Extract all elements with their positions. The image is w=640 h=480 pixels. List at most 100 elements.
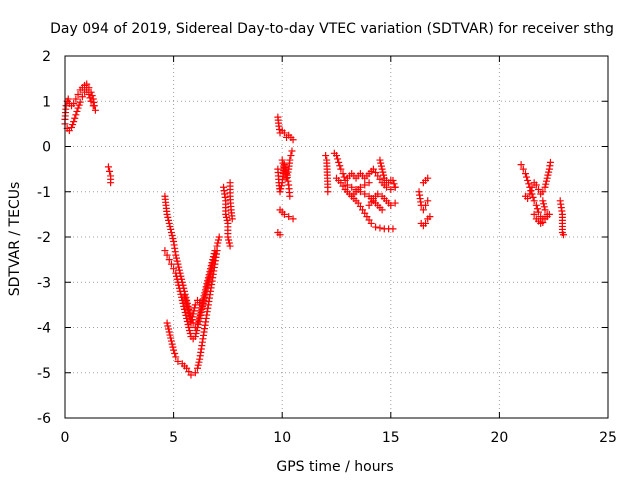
data-point-plus-marker (170, 346, 178, 354)
data-point-plus-marker (68, 123, 76, 131)
data-point-plus-marker (194, 361, 202, 369)
data-point-plus-marker (168, 340, 176, 348)
data-point-plus-marker (348, 183, 356, 191)
data-point-plus-marker (75, 101, 83, 109)
data-point-plus-marker (197, 308, 205, 316)
data-point-plus-marker (517, 161, 525, 169)
y-tick-label: 1 (42, 94, 51, 110)
data-point-plus-marker (280, 129, 288, 137)
data-point-plus-marker (378, 165, 386, 173)
data-point-plus-marker (214, 236, 222, 244)
data-point-plus-marker (169, 235, 177, 243)
data-point-plus-marker (175, 266, 183, 274)
x-tick-label: 5 (169, 430, 178, 446)
data-point-plus-marker (361, 190, 369, 198)
x-tick-label: 0 (61, 430, 70, 446)
data-point-plus-marker (165, 219, 173, 227)
data-point-plus-marker (225, 239, 233, 247)
data-point-plus-marker (374, 190, 382, 198)
data-point-plus-marker (107, 179, 115, 187)
data-point-plus-marker (532, 201, 540, 209)
data-point-plus-marker (333, 152, 340, 160)
data-point-plus-marker (289, 215, 297, 223)
data-point-plus-marker (172, 269, 180, 277)
data-point-plus-marker (91, 106, 99, 114)
data-point-plus-marker (173, 275, 181, 283)
data-point-plus-marker (337, 165, 345, 173)
data-point-plus-marker (214, 239, 222, 247)
data-point-plus-marker (70, 118, 78, 126)
data-point-plus-marker (193, 324, 201, 331)
data-point-plus-marker (199, 299, 207, 307)
data-point-plus-marker (181, 295, 189, 303)
y-tick-label: -5 (37, 366, 51, 382)
data-point-plus-marker (521, 170, 529, 178)
data-point-plus-marker (104, 163, 112, 171)
data-point-plus-marker (224, 233, 232, 241)
data-point-plus-marker (276, 188, 284, 196)
data-point-plus-marker (527, 187, 535, 195)
data-point-plus-marker (215, 233, 223, 241)
data-point-plus-marker (182, 298, 190, 306)
data-point-plus-marker (543, 210, 551, 218)
data-point-plus-marker (165, 256, 173, 264)
data-point-plus-marker (540, 203, 548, 211)
data-point-plus-marker (87, 97, 95, 105)
data-point-plus-marker (340, 173, 348, 181)
data-point-plus-marker (288, 147, 296, 155)
y-tick-label: -1 (37, 185, 51, 201)
data-point-plus-marker (192, 330, 200, 338)
data-point-plus-marker (544, 171, 552, 179)
data-point-plus-marker (196, 299, 204, 307)
data-point-plus-marker (391, 183, 399, 191)
data-point-plus-marker (187, 319, 195, 327)
data-point-plus-marker (89, 102, 97, 110)
data-point-plus-marker (277, 185, 285, 193)
data-point-plus-marker (166, 222, 174, 230)
data-point-plus-marker (193, 364, 201, 372)
data-point-plus-marker (213, 247, 221, 255)
data-point-plus-marker (201, 293, 209, 301)
data-point-plus-marker (389, 176, 397, 184)
data-point-plus-marker (390, 180, 398, 188)
data-point-plus-marker (533, 205, 541, 213)
data-point-plus-marker (64, 95, 72, 103)
data-point-plus-marker (530, 197, 538, 205)
data-point-plus-marker (172, 353, 180, 361)
axis-tick-labels: 0 5 10 15 20 25 -6 -5 -4 -3 -2 -1 0 1 2 (37, 49, 617, 446)
y-tick-label: 0 (42, 140, 51, 156)
data-point-plus-marker (542, 177, 550, 185)
y-tick-label: -2 (37, 230, 51, 246)
data-point-plus-marker (391, 199, 399, 207)
data-point-plus-marker (289, 136, 297, 144)
data-point-plus-marker (169, 343, 177, 351)
data-point-plus-marker (377, 159, 385, 167)
data-point-plus-marker (279, 159, 287, 167)
data-point-plus-marker (165, 328, 173, 336)
data-point-plus-marker (195, 317, 203, 325)
data-point-plus-marker (324, 188, 332, 196)
data-point-plus-marker (183, 301, 191, 309)
data-point-plus-marker (78, 93, 86, 101)
data-point-plus-marker (170, 265, 178, 273)
data-point-plus-marker (422, 219, 430, 227)
data-point-plus-marker (166, 331, 174, 339)
data-point-plus-marker (189, 310, 197, 318)
data-point-plus-marker (74, 90, 82, 98)
data-point-plus-marker (529, 193, 537, 201)
data-point-plus-marker (199, 302, 207, 310)
data-point-plus-marker (86, 94, 94, 102)
data-point-plus-marker (524, 176, 532, 184)
data-point-plus-marker (228, 215, 236, 223)
axis-ticks (64, 55, 609, 419)
data-point-plus-marker (277, 182, 285, 190)
data-point-plus-marker (519, 165, 527, 173)
data-point-plus-marker (163, 319, 171, 327)
data-point-plus-marker (85, 90, 93, 98)
data-point-plus-marker (83, 80, 91, 88)
data-point-plus-marker (283, 174, 291, 182)
data-point-plus-marker (284, 177, 292, 185)
data-point-plus-marker (540, 200, 548, 208)
data-point-plus-marker (167, 337, 175, 345)
data-point-plus-marker (226, 242, 234, 250)
